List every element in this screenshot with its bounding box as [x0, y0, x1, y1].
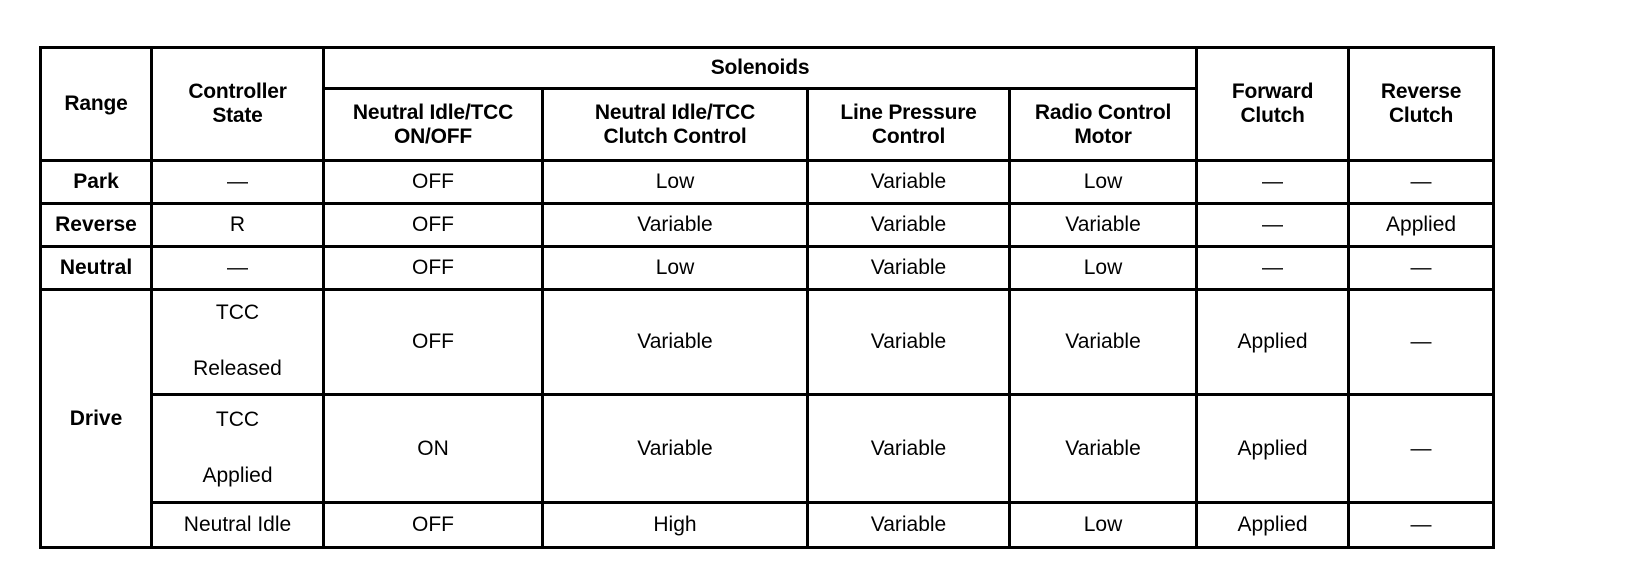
reverse-clutch-cell-neutral: — [1347, 245, 1496, 291]
neutral-idle-tcc-clutch-control-cell-reverse: Variable [541, 202, 809, 248]
column-header-forward-clutch-line2: Clutch [1240, 104, 1305, 127]
neutral-idle-tcc-clutch-control-cell-neutral-idle: High [541, 501, 809, 549]
reverse-clutch-cell-reverse: Applied [1347, 202, 1496, 248]
controller-state-cell-tcc-released-line1: TCC [215, 301, 260, 324]
neutral-idle-tcc-on-off-cell-neutral-idle: OFF [322, 501, 544, 549]
reverse-clutch-cell-park: — [1347, 159, 1496, 205]
column-header-forward-clutch-line1: Forward [1231, 80, 1314, 104]
forward-clutch-cell-tcc-applied: Applied [1195, 393, 1351, 504]
table-row-drive-neutral-idle: Neutral Idle OFF High Variable Low Appli… [41, 501, 1496, 549]
radio-control-motor-cell-reverse: Variable [1007, 202, 1199, 248]
column-header-neutral-idle-tcc-clutch-control: Neutral Idle/TCC Clutch Control [541, 87, 809, 162]
controller-state-cell-neutral-idle: Neutral Idle [150, 501, 325, 549]
radio-control-motor-cell-neutral-idle: Low [1007, 501, 1199, 549]
forward-clutch-cell-neutral: — [1195, 245, 1351, 291]
column-header-neutral-idle-tcc-clutch-control-line2: Clutch Control [603, 124, 747, 148]
neutral-idle-tcc-on-off-cell-reverse: OFF [322, 202, 544, 248]
column-header-neutral-idle-tcc-on-off-line1: Neutral Idle/TCC [352, 101, 514, 125]
forward-clutch-cell-neutral-idle: Applied [1195, 501, 1351, 549]
header-group-row: Range Controller State Solenoids Forward… [39, 45, 1496, 162]
column-header-reverse-clutch-line1: Reverse [1380, 80, 1462, 104]
neutral-idle-tcc-on-off-cell-neutral: OFF [322, 245, 544, 291]
radio-control-motor-cell-tcc-released: Variable [1007, 288, 1199, 396]
range-cell-reverse: Reverse [39, 202, 153, 248]
line-pressure-control-cell-tcc-applied: Variable [806, 393, 1011, 504]
table-body: Park — OFF Low Variable Low — — Reverse … [39, 159, 1496, 549]
forward-clutch-cell-reverse: — [1195, 202, 1351, 248]
column-header-range: Range [39, 46, 153, 162]
column-header-line-pressure-control: Line Pressure Control [806, 87, 1011, 162]
column-header-reverse-clutch-line2: Clutch [1388, 104, 1454, 127]
controller-state-cell-park: — [150, 159, 325, 205]
header-subcolumn-row: Neutral Idle/TCC ON/OFF Neutral Idle/TCC… [41, 87, 1494, 162]
column-header-radio-control-motor-line1: Radio Control [1034, 101, 1172, 125]
controller-state-cell-neutral: — [150, 245, 325, 291]
reverse-clutch-cell-neutral-idle: — [1347, 501, 1496, 549]
range-cell-park: Park [39, 159, 153, 205]
column-header-line-pressure-control-line2: Control [871, 124, 946, 148]
table-row-drive-tcc-released: Drive TCC Released OFF Variable Variable… [39, 288, 1496, 549]
column-header-controller-state: Controller State [150, 46, 325, 162]
column-header-controller-state-line1: Controller [188, 80, 287, 104]
table-row-drive-tcc-applied: TCC Applied ON Variable Variable Variabl… [41, 393, 1496, 504]
line-pressure-control-cell-neutral: Variable [806, 245, 1011, 291]
table-row-reverse: Reverse R OFF Variable Variable Variable… [39, 202, 1496, 248]
column-header-reverse-clutch: Reverse Clutch [1347, 46, 1496, 162]
reverse-clutch-cell-tcc-applied: — [1347, 393, 1496, 504]
controller-state-cell-tcc-applied: TCC Applied [150, 393, 325, 504]
column-header-neutral-idle-tcc-on-off: Neutral Idle/TCC ON/OFF [322, 87, 544, 162]
radio-control-motor-cell-neutral: Low [1007, 245, 1199, 291]
controller-state-cell-tcc-applied-line2: Applied [202, 463, 273, 487]
column-header-line-pressure-control-line1: Line Pressure [840, 101, 977, 125]
neutral-idle-tcc-clutch-control-cell-tcc-released: Variable [541, 288, 809, 396]
controller-state-cell-reverse: R [150, 202, 325, 248]
column-header-solenoids-group: Solenoids [321, 45, 1199, 91]
column-header-forward-clutch: Forward Clutch [1195, 46, 1351, 162]
line-pressure-control-cell-reverse: Variable [806, 202, 1011, 248]
forward-clutch-cell-park: — [1195, 159, 1351, 205]
table-row-park: Park — OFF Low Variable Low — — [39, 159, 1496, 205]
transmission-range-reference-table: Range Controller State Solenoids Forward… [39, 45, 1496, 549]
neutral-idle-tcc-clutch-control-cell-tcc-applied: Variable [541, 393, 809, 504]
transmission-range-table-container: Range Controller State Solenoids Forward… [39, 45, 1496, 549]
controller-state-cell-tcc-applied-line1: TCC [215, 407, 260, 431]
neutral-idle-tcc-on-off-cell-tcc-released: OFF [322, 288, 544, 396]
column-header-controller-state-line2: State [212, 104, 263, 127]
line-pressure-control-cell-park: Variable [806, 159, 1011, 205]
neutral-idle-tcc-on-off-cell-tcc-applied: ON [322, 393, 544, 504]
radio-control-motor-cell-tcc-applied: Variable [1007, 393, 1199, 504]
controller-state-cell-tcc-released-line2: Released [193, 357, 282, 381]
line-pressure-control-cell-neutral-idle: Variable [806, 501, 1011, 549]
radio-control-motor-cell-park: Low [1007, 159, 1199, 205]
column-header-neutral-idle-tcc-on-off-line2: ON/OFF [393, 124, 473, 148]
range-cell-drive: Drive [39, 288, 153, 549]
neutral-idle-tcc-clutch-control-cell-park: Low [541, 159, 809, 205]
column-header-neutral-idle-tcc-clutch-control-line1: Neutral Idle/TCC [594, 101, 756, 125]
line-pressure-control-cell-tcc-released: Variable [806, 288, 1011, 396]
column-header-radio-control-motor-line2: Motor [1074, 124, 1132, 148]
column-header-radio-control-motor: Radio Control Motor [1007, 87, 1199, 162]
forward-clutch-cell-tcc-released: Applied [1195, 288, 1351, 396]
controller-state-cell-tcc-released: TCC Released [150, 288, 325, 396]
table-row-neutral: Neutral — OFF Low Variable Low — — [39, 245, 1496, 291]
neutral-idle-tcc-clutch-control-cell-neutral: Low [541, 245, 809, 291]
range-cell-neutral: Neutral [39, 245, 153, 291]
table-header: Range Controller State Solenoids Forward… [39, 45, 1496, 162]
neutral-idle-tcc-on-off-cell-park: OFF [322, 159, 544, 205]
reverse-clutch-cell-tcc-released: — [1347, 288, 1496, 396]
